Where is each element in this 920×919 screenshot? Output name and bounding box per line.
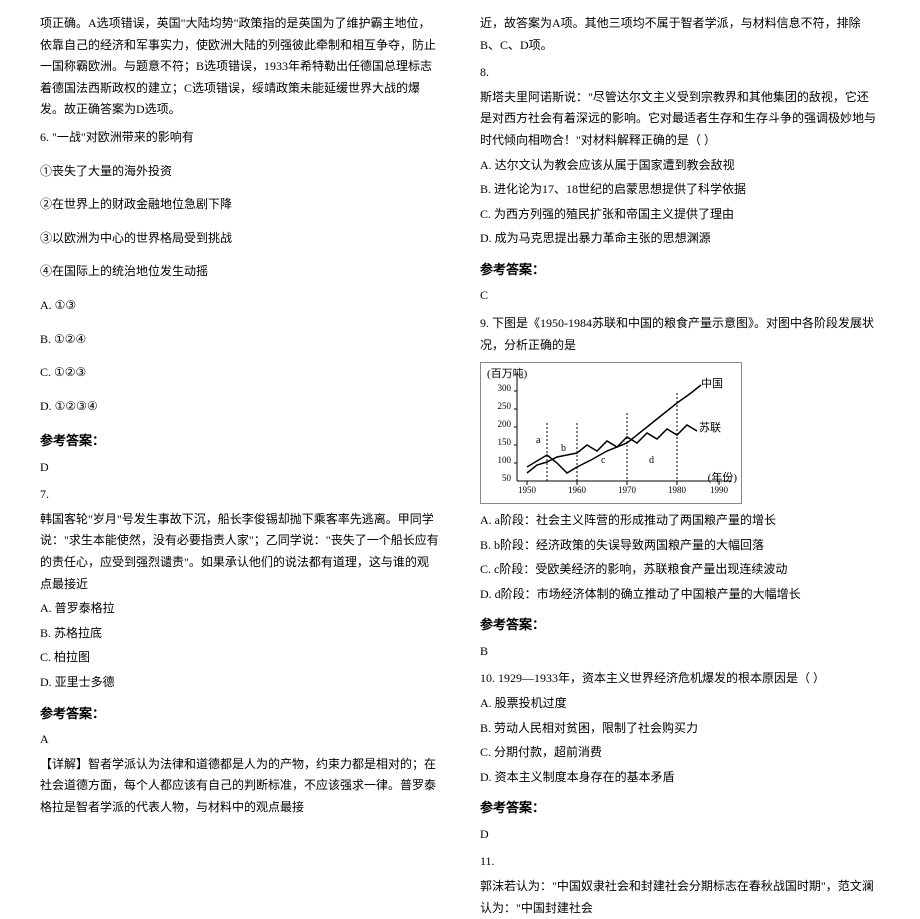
q6-opt4: ④在国际上的统治地位发生动摇	[40, 261, 440, 283]
q9-choice-b: B. b阶段：经济政策的失误导致两国粮产量的大幅回落	[480, 535, 880, 557]
series-china: 中国	[701, 375, 723, 395]
q9-choice-d: D. d阶段：市场经济体制的确立推动了中国粮产量的大幅增长	[480, 584, 880, 606]
q10-choice-b: B. 劳动人民相对贫困，限制了社会购买力	[480, 718, 880, 740]
explanation-q5-cont: 项正确。A选项错误，英国"大陆均势"政策指的是英国为了维护霸主地位，依靠自己的经…	[40, 13, 440, 121]
q8-answer: C	[480, 285, 880, 307]
svg-text:a: a	[536, 435, 541, 446]
question-11-body: 郭沫若认为："中国奴隶社会和封建社会分期标志在春秋战国时期"，范文澜认为："中国…	[480, 876, 880, 919]
question-6: 6. "一战"对欧洲带来的影响有	[40, 127, 440, 149]
q7-answer: A	[40, 729, 440, 751]
svg-text:1970: 1970	[618, 485, 637, 495]
q7-choice-a: A. 普罗泰格拉	[40, 598, 440, 620]
q7-detail-cont: 近，故答案为A项。其他三项均不属于智者学派，与材料信息不符，排除B、C、D项。	[480, 13, 880, 56]
q6-choice-d: D. ①②③④	[40, 396, 440, 418]
answer-label-9: 参考答案：	[480, 613, 880, 636]
q9-choice-c: C. c阶段：受欧美经济的影响，苏联粮食产量出现连续波动	[480, 559, 880, 581]
svg-text:c: c	[601, 455, 606, 466]
q7-choice-b: B. 苏格拉底	[40, 623, 440, 645]
answer-label-8: 参考答案：	[480, 258, 880, 281]
svg-text:200: 200	[498, 419, 512, 429]
svg-text:100: 100	[498, 455, 512, 465]
question-10: 10. 1929—1933年，资本主义世界经济危机爆发的根本原因是（ ）	[480, 668, 880, 690]
q6-choice-b: B. ①②④	[40, 329, 440, 351]
svg-text:50: 50	[502, 473, 512, 483]
question-11-num: 11.	[480, 851, 880, 873]
q6-choice-c: C. ①②③	[40, 362, 440, 384]
y-axis-label: (百万吨)	[487, 365, 527, 385]
q6-opt1: ①丧失了大量的海外投资	[40, 161, 440, 183]
svg-text:1950: 1950	[518, 485, 537, 495]
svg-text:250: 250	[498, 401, 512, 411]
question-8-body: 斯塔夫里阿诺斯说："尽管达尔文主义受到宗教界和其他集团的敌视，它还是对西方社会有…	[480, 87, 880, 152]
q10-choice-c: C. 分期付款，超前消费	[480, 742, 880, 764]
svg-text:b: b	[561, 443, 566, 454]
q9-answer: B	[480, 641, 880, 663]
q7-choice-d: D. 亚里士多德	[40, 672, 440, 694]
right-column: 近，故答案为A项。其他三项均不属于智者学派，与材料信息不符，排除B、C、D项。 …	[460, 10, 890, 641]
svg-text:d: d	[649, 455, 654, 466]
q8-choice-c: C. 为西方列强的殖民扩张和帝国主义提供了理由	[480, 204, 880, 226]
q6-opt3: ③以欧洲为中心的世界格局受到挑战	[40, 228, 440, 250]
svg-text:1980: 1980	[668, 485, 687, 495]
grain-output-chart: 50 100 150 200 250 300 1950 1960 1970 19…	[480, 362, 742, 504]
q8-choice-b: B. 进化论为17、18世纪的启蒙思想提供了科学依据	[480, 179, 880, 201]
answer-label-10: 参考答案：	[480, 796, 880, 819]
q10-choice-d: D. 资本主义制度本身存在的基本矛盾	[480, 767, 880, 789]
question-8-num: 8.	[480, 62, 880, 84]
q8-choice-a: A. 达尔文认为教会应该从属于国家遭到教会敌视	[480, 155, 880, 177]
question-7-body: 韩国客轮"岁月"号发生事故下沉，船长李俊锡却抛下乘客率先逃离。甲同学说："求生本…	[40, 509, 440, 595]
page: 项正确。A选项错误，英国"大陆均势"政策指的是英国为了维护霸主地位，依靠自己的经…	[0, 0, 920, 651]
q6-answer: D	[40, 457, 440, 479]
q6-opt2: ②在世界上的财政金融地位急剧下降	[40, 194, 440, 216]
svg-text:1960: 1960	[568, 485, 587, 495]
q10-answer: D	[480, 824, 880, 846]
left-column: 项正确。A选项错误，英国"大陆均势"政策指的是英国为了维护霸主地位，依靠自己的经…	[30, 10, 460, 641]
question-7-num: 7.	[40, 484, 440, 506]
q8-choice-d: D. 成为马克思提出暴力革命主张的思想渊源	[480, 228, 880, 250]
svg-text:150: 150	[498, 437, 512, 447]
question-9: 9. 下图是《1950-1984苏联和中国的粮食产量示意图》。对图中各阶段发展状…	[480, 313, 880, 356]
q6-choice-a: A. ①③	[40, 295, 440, 317]
q10-choice-a: A. 股票投机过度	[480, 693, 880, 715]
answer-label-7: 参考答案：	[40, 702, 440, 725]
q9-choice-a: A. a阶段：社会主义阵营的形成推动了两国粮产量的增长	[480, 510, 880, 532]
q7-detail: 【详解】智者学派认为法律和道德都是人为的产物，约束力都是相对的；在社会道德方面，…	[40, 754, 440, 819]
answer-label: 参考答案：	[40, 429, 440, 452]
series-ussr: 苏联	[699, 419, 721, 439]
x-axis-label: (年份)	[708, 469, 737, 489]
